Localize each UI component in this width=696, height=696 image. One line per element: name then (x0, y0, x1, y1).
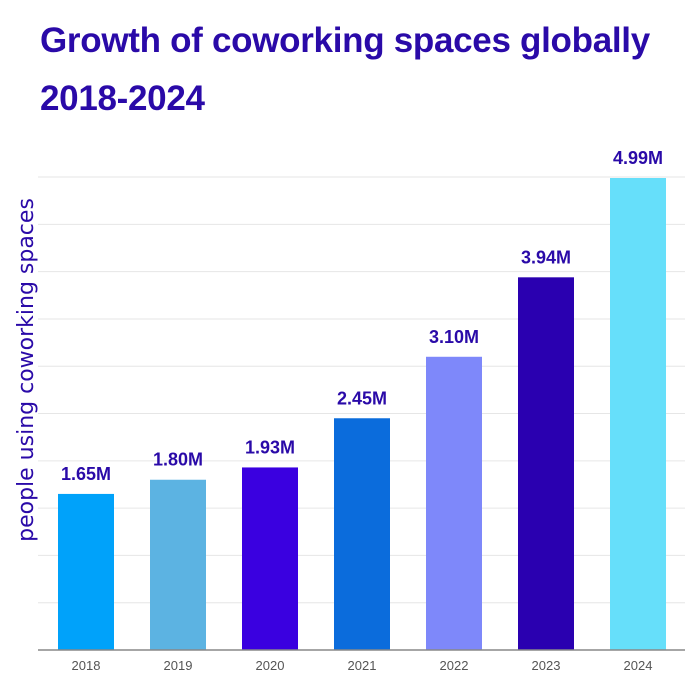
x-tick-label: 2022 (440, 658, 469, 673)
data-label-2019: 1.80M (153, 450, 203, 470)
x-tick-label: 2020 (256, 658, 285, 673)
x-axis-ticks: 2018 2019 2020 2021 2022 2023 2024 (72, 658, 653, 673)
bar-2023 (518, 277, 574, 650)
x-tick-label: 2018 (72, 658, 101, 673)
data-label-2021: 2.45M (337, 388, 387, 408)
data-label-2024: 4.99M (613, 148, 663, 168)
bar-2018 (58, 493, 114, 650)
data-label-2023: 3.94M (521, 247, 571, 267)
data-label-2018: 1.65M (61, 464, 111, 484)
data-label-2022: 3.10M (429, 327, 479, 347)
y-axis-label: people using coworking spaces (14, 198, 39, 542)
x-tick-label: 2023 (532, 658, 561, 673)
bar-2024 (610, 178, 666, 650)
bar-2020 (242, 467, 298, 650)
x-tick-label: 2024 (624, 658, 653, 673)
chart-title: Growth of coworking spaces globally 2018… (40, 21, 650, 118)
x-tick-label: 2021 (348, 658, 377, 673)
bars (58, 178, 666, 650)
bar-2021 (334, 418, 390, 650)
bar-2019 (150, 479, 206, 650)
x-tick-label: 2019 (164, 658, 193, 673)
bar-2022 (426, 356, 482, 650)
data-label-2020: 1.93M (245, 437, 295, 457)
data-labels: 1.65M 1.80M 1.93M 2.45M 3.10M 3.94M 4.99M (61, 148, 663, 484)
